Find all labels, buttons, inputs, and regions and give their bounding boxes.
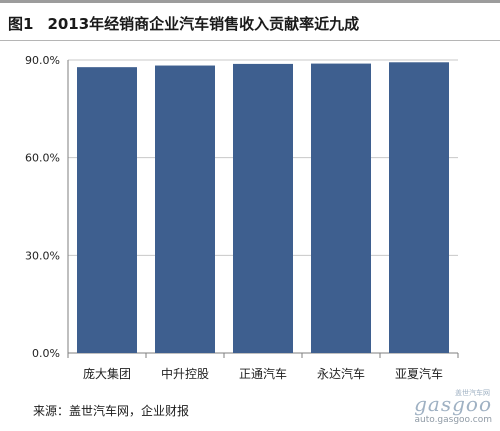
watermark-url: auto.gasgoo.com <box>414 415 492 425</box>
y-tick-label: 60.0% <box>25 152 60 165</box>
y-tick-label: 90.0% <box>25 54 60 67</box>
top-rule <box>0 0 500 3</box>
x-tick-label: 永达汽车 <box>317 366 365 381</box>
title-rule <box>0 40 500 41</box>
bar <box>389 62 449 353</box>
watermark-brand: gasgoo <box>414 392 492 416</box>
watermark-cn-text: 盖世汽车网 <box>455 389 490 397</box>
chart-title: 2013年经销商企业汽车销售收入贡献率近九成 <box>47 14 360 33</box>
figure-label: 图1 <box>8 14 34 33</box>
x-tick-label: 亚夏汽车 <box>395 366 443 381</box>
bar <box>311 63 371 353</box>
y-tick-label: 30.0% <box>25 249 60 262</box>
bar <box>77 67 137 353</box>
bar <box>155 65 215 353</box>
x-tick-label: 庞大集团 <box>83 366 131 381</box>
y-tick-label: 0.0% <box>32 347 60 360</box>
watermark-logo: 盖世汽车网 gasgoo auto.gasgoo.com <box>400 388 492 428</box>
x-tick-label: 正通汽车 <box>239 366 287 381</box>
x-tick-label: 中升控股 <box>161 366 209 381</box>
source-note: 来源：盖世汽车网，企业财报 <box>33 404 190 418</box>
figure-header: 图1 2013年经销商企业汽车销售收入贡献率近九成 <box>8 10 359 36</box>
bar <box>233 63 293 353</box>
